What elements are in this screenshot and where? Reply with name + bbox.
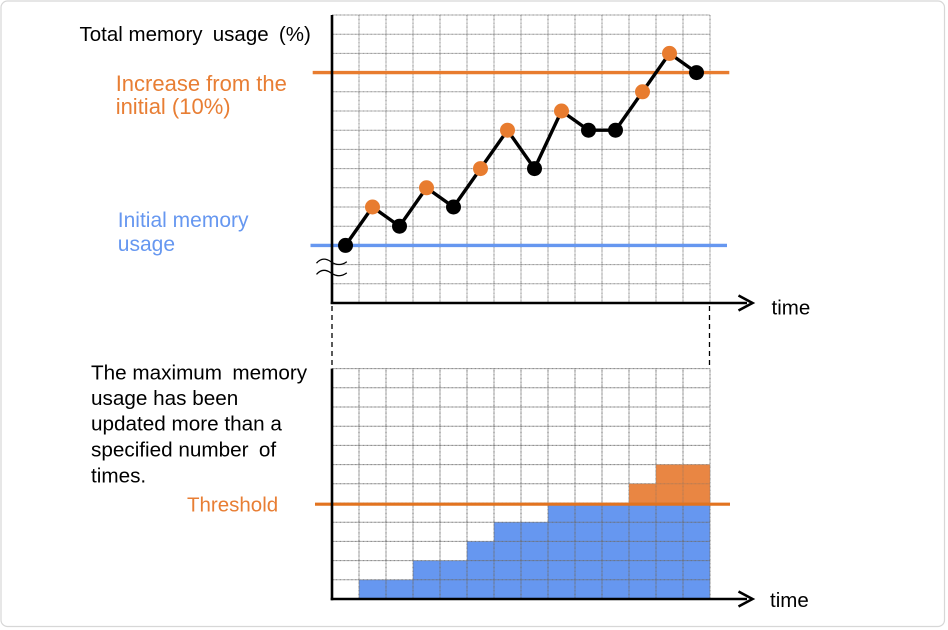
- svg-text:Increase from the: Increase from the: [116, 71, 287, 96]
- svg-text:time: time: [772, 297, 811, 320]
- svg-text:time: time: [770, 589, 809, 612]
- svg-text:The maximum memory: The maximum memory: [91, 361, 308, 384]
- svg-text:initial (10%): initial (10%): [116, 94, 231, 119]
- svg-text:Initial memory: Initial memory: [118, 209, 249, 232]
- svg-text:times.: times.: [91, 464, 146, 487]
- svg-text:usage: usage: [118, 233, 175, 256]
- svg-text:usage has been: usage has been: [91, 387, 238, 410]
- svg-text:updated more than a: updated more than a: [91, 413, 282, 436]
- svg-text:Total memory usage (%): Total memory usage (%): [80, 23, 311, 46]
- svg-text:Threshold: Threshold: [187, 493, 278, 516]
- svg-text:specified number of: specified number of: [91, 438, 276, 461]
